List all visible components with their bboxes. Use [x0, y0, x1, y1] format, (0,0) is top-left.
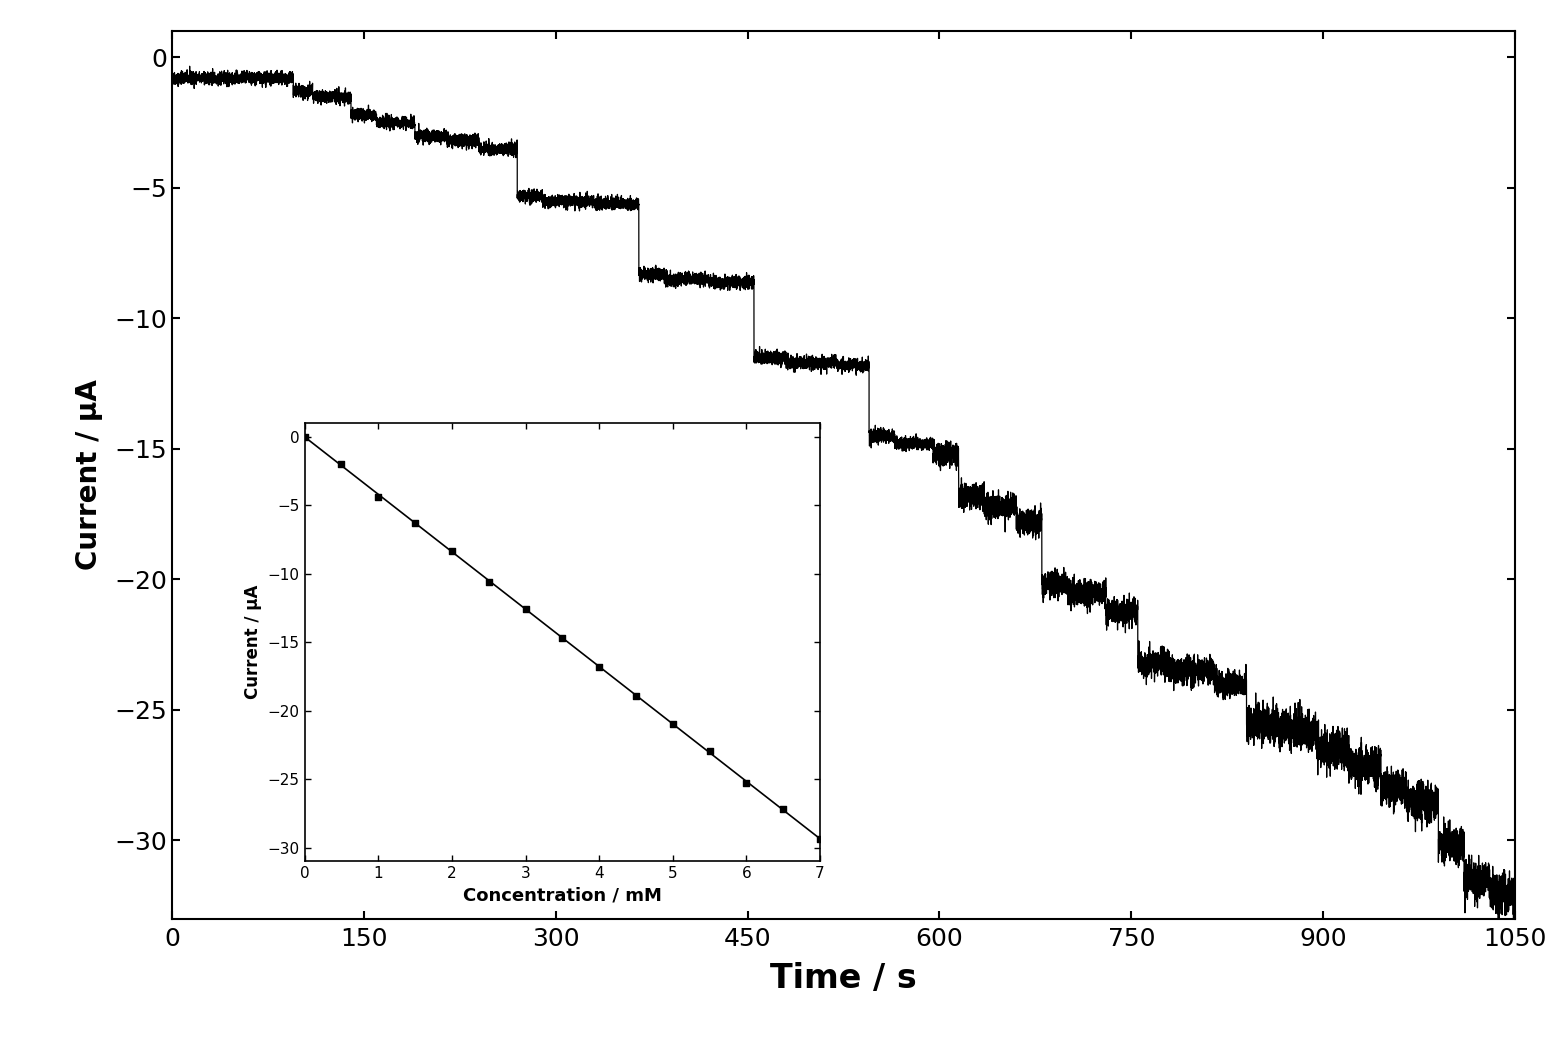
- Point: [439, 542, 464, 559]
- Point: [587, 659, 612, 675]
- Point: [661, 715, 686, 732]
- Point: [330, 456, 355, 473]
- Y-axis label: Current / μA: Current / μA: [244, 585, 262, 699]
- Point: [366, 489, 390, 505]
- Point: [292, 428, 317, 445]
- Point: [550, 630, 575, 646]
- Point: [734, 775, 759, 791]
- Point: [697, 742, 722, 759]
- Point: [403, 515, 428, 531]
- Y-axis label: Current / μA: Current / μA: [75, 380, 103, 570]
- Point: [770, 801, 795, 817]
- Point: [476, 573, 501, 590]
- Point: [512, 600, 537, 617]
- X-axis label: Concentration / mM: Concentration / mM: [462, 886, 662, 905]
- Point: [623, 687, 648, 704]
- Point: [808, 831, 833, 848]
- X-axis label: Time / s: Time / s: [770, 963, 917, 995]
